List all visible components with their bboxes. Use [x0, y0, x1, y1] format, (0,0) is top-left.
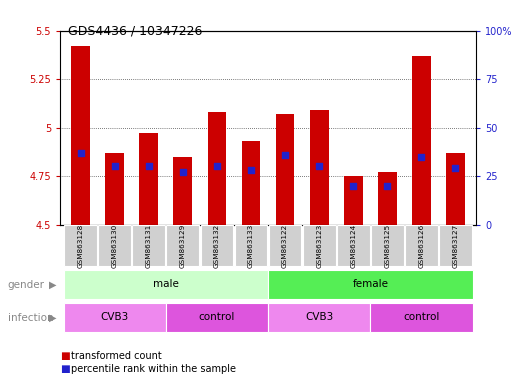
Point — [451, 166, 460, 172]
Point — [179, 169, 187, 175]
Text: ▶: ▶ — [49, 280, 56, 290]
Text: GSM863122: GSM863122 — [282, 223, 288, 268]
Bar — [208, 112, 226, 225]
Point — [144, 164, 153, 170]
Bar — [268, 303, 370, 332]
Text: transformed count: transformed count — [71, 351, 162, 361]
Bar — [344, 176, 362, 225]
Text: GSM863128: GSM863128 — [77, 223, 84, 268]
Text: GSM863133: GSM863133 — [248, 223, 254, 268]
Text: GSM863129: GSM863129 — [180, 223, 186, 268]
Bar — [269, 225, 301, 266]
Bar — [64, 303, 166, 332]
Point — [315, 164, 323, 170]
Bar — [105, 153, 124, 225]
Text: gender: gender — [8, 280, 45, 290]
Text: GSM863132: GSM863132 — [214, 223, 220, 268]
Bar — [268, 270, 472, 299]
Bar — [310, 110, 328, 225]
Bar — [412, 56, 431, 225]
Point — [383, 183, 392, 189]
Bar — [405, 225, 438, 266]
Bar — [276, 114, 294, 225]
Bar — [439, 225, 472, 266]
Bar — [370, 303, 472, 332]
Text: GSM863127: GSM863127 — [452, 223, 459, 268]
Text: CVB3: CVB3 — [305, 312, 333, 322]
Text: GDS4436 / 10347226: GDS4436 / 10347226 — [68, 25, 202, 38]
Point — [213, 164, 221, 170]
Bar — [174, 157, 192, 225]
Bar — [242, 141, 260, 225]
Bar — [166, 225, 199, 266]
Point — [417, 154, 426, 160]
Bar — [64, 225, 97, 266]
Bar — [337, 225, 370, 266]
Text: ■: ■ — [60, 364, 70, 374]
Text: percentile rank within the sample: percentile rank within the sample — [71, 364, 235, 374]
Text: control: control — [199, 312, 235, 322]
Text: GSM863131: GSM863131 — [146, 223, 152, 268]
Bar — [64, 270, 268, 299]
Bar — [303, 225, 336, 266]
Point — [349, 183, 357, 189]
Point — [110, 164, 119, 170]
Text: GSM863130: GSM863130 — [112, 223, 118, 268]
Bar — [166, 303, 268, 332]
Point — [76, 150, 85, 156]
Bar — [371, 225, 404, 266]
Text: female: female — [353, 279, 388, 289]
Text: CVB3: CVB3 — [100, 312, 129, 322]
Text: GSM863123: GSM863123 — [316, 223, 322, 268]
Text: GSM863126: GSM863126 — [418, 223, 424, 268]
Bar — [378, 172, 396, 225]
Text: control: control — [403, 312, 440, 322]
Text: ▶: ▶ — [49, 313, 56, 323]
Bar — [140, 134, 158, 225]
Text: male: male — [153, 279, 179, 289]
Bar — [446, 153, 465, 225]
Bar — [200, 225, 233, 266]
Bar — [235, 225, 267, 266]
Point — [281, 152, 289, 158]
Text: GSM863124: GSM863124 — [350, 223, 356, 268]
Text: infection: infection — [8, 313, 53, 323]
Text: ■: ■ — [60, 351, 70, 361]
Text: GSM863125: GSM863125 — [384, 223, 390, 268]
Bar — [71, 46, 90, 225]
Bar — [132, 225, 165, 266]
Point — [247, 167, 255, 174]
Bar — [98, 225, 131, 266]
